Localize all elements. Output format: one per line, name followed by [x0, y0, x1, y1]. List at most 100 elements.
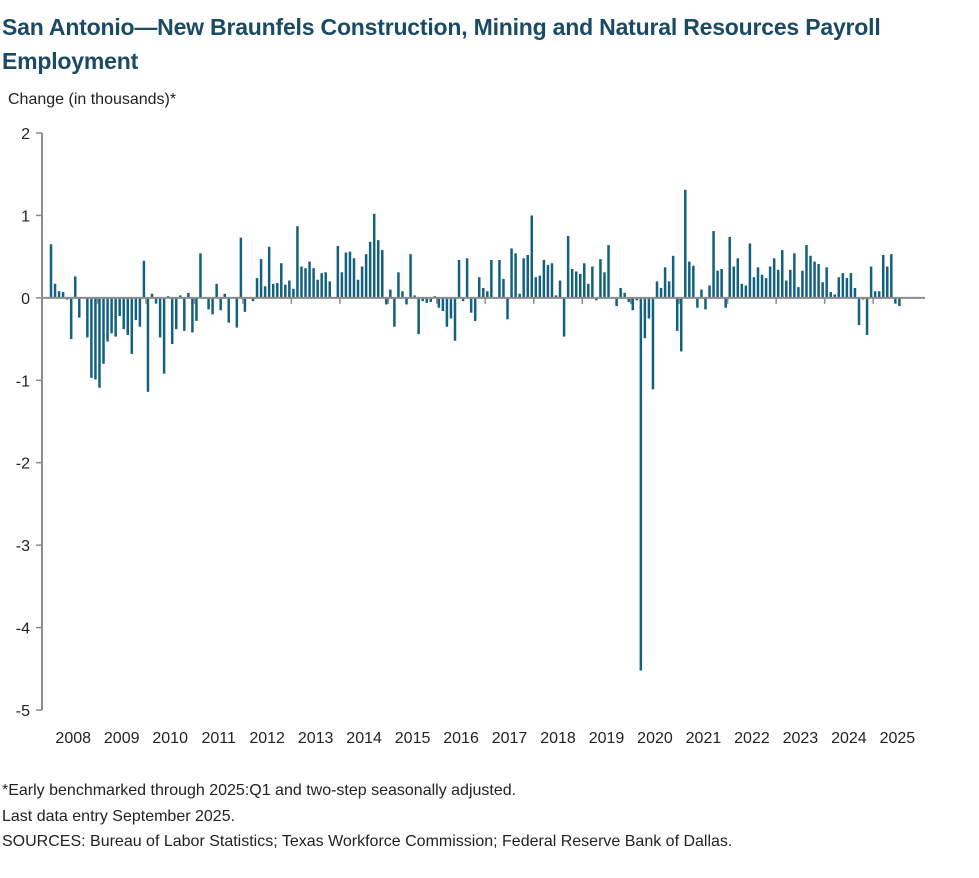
bar — [587, 283, 590, 298]
bar — [623, 292, 626, 298]
bar — [243, 297, 247, 312]
bar — [813, 261, 816, 298]
bar — [607, 245, 610, 298]
y-tick-label: -5 — [16, 703, 30, 720]
bar — [429, 297, 433, 302]
bar — [760, 274, 764, 298]
bar — [389, 289, 392, 298]
bar — [708, 285, 711, 298]
bar — [130, 297, 134, 354]
x-tick-label: 2008 — [55, 730, 91, 747]
bar — [69, 297, 73, 340]
bar — [671, 255, 675, 298]
bar — [417, 297, 420, 335]
bar — [211, 297, 214, 315]
bar — [696, 297, 699, 308]
x-tick-label: 2014 — [346, 730, 382, 747]
bar — [663, 267, 667, 298]
bar — [344, 252, 348, 298]
bar — [219, 297, 222, 311]
bar — [316, 279, 319, 298]
bar — [150, 293, 154, 298]
bar — [841, 273, 845, 298]
bar — [845, 278, 849, 298]
bar — [162, 297, 166, 374]
bar — [720, 269, 723, 298]
bar — [271, 283, 275, 298]
bar — [465, 258, 469, 298]
y-tick-label: 2 — [21, 126, 30, 143]
bar — [336, 245, 340, 298]
bar — [805, 245, 808, 298]
bar — [486, 291, 489, 298]
bar — [300, 266, 303, 298]
bar — [728, 236, 731, 298]
bar — [482, 287, 485, 298]
bar — [558, 280, 562, 298]
bar — [801, 270, 804, 298]
bar — [825, 267, 828, 298]
bar — [473, 297, 477, 321]
bar — [530, 215, 534, 298]
x-tick-label: 2011 — [201, 730, 236, 747]
bar — [627, 297, 630, 302]
bar — [732, 266, 736, 298]
bar — [49, 244, 53, 298]
x-tick-label: 2009 — [104, 730, 140, 747]
x-tick-label: 2019 — [589, 730, 625, 747]
y-tick-label: -3 — [16, 538, 30, 555]
bar — [574, 271, 578, 298]
bar — [502, 278, 505, 298]
bar — [296, 226, 299, 298]
bar — [490, 259, 493, 298]
bar — [445, 297, 449, 327]
bar — [514, 253, 517, 298]
bar — [98, 297, 101, 388]
bar — [179, 295, 182, 298]
bar — [381, 250, 384, 298]
bar — [304, 268, 307, 298]
bar — [522, 258, 525, 298]
bar — [789, 269, 792, 298]
bar — [534, 277, 538, 298]
bar — [651, 297, 655, 390]
bar — [829, 292, 832, 298]
bar — [692, 265, 695, 298]
bar — [360, 266, 364, 298]
bar — [154, 297, 158, 304]
bar — [857, 297, 861, 326]
bar — [292, 288, 295, 298]
bar — [635, 297, 639, 301]
x-tick-label: 2018 — [540, 730, 576, 747]
bar — [510, 248, 513, 298]
bar — [631, 297, 635, 311]
bar — [659, 287, 663, 298]
x-tick-label: 2016 — [443, 730, 479, 747]
bar — [457, 259, 461, 298]
bar — [894, 297, 897, 304]
bar — [461, 297, 465, 302]
x-tick-label: 2024 — [831, 730, 867, 747]
bar — [57, 291, 61, 298]
bar — [865, 297, 869, 335]
bar-chart: 2 1 0 -1 -2 -3 -4 -5 2008 2009 2010 2011 2012 2013 201… — [16, 126, 925, 747]
bar — [449, 297, 453, 319]
bar — [191, 297, 194, 333]
bar — [886, 266, 889, 298]
bar — [106, 297, 109, 342]
bar — [756, 267, 760, 298]
bar — [591, 266, 594, 298]
bar — [114, 297, 117, 337]
x-tick-label: 2013 — [298, 730, 334, 747]
bar — [740, 283, 744, 298]
bar — [174, 297, 178, 330]
bar — [356, 279, 360, 298]
bar — [401, 291, 404, 298]
bar — [251, 297, 255, 302]
bar — [320, 273, 323, 298]
bar — [364, 254, 368, 298]
bar — [837, 277, 841, 298]
bar — [352, 258, 356, 298]
bar — [821, 282, 824, 298]
bar — [263, 286, 267, 298]
